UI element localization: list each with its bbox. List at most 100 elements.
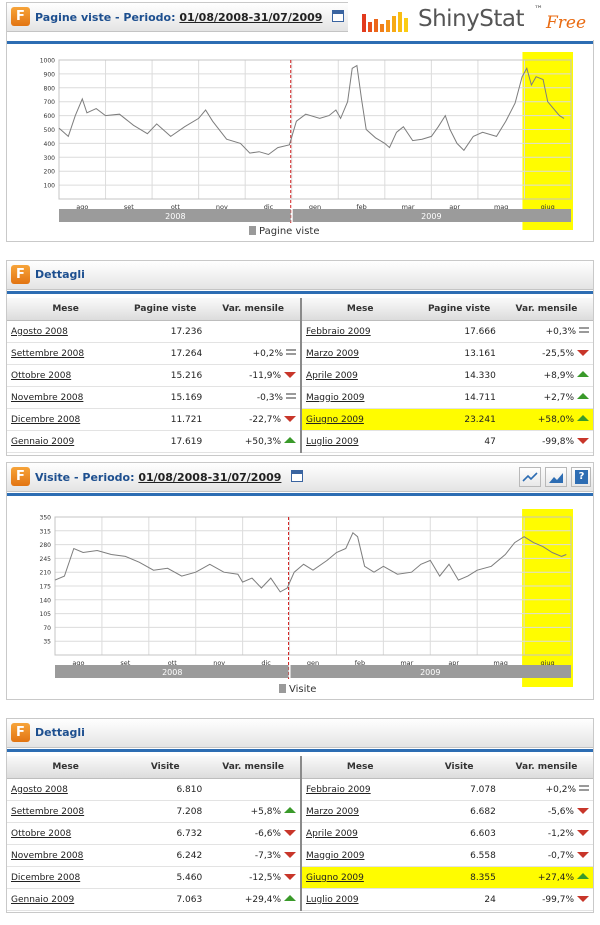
month-link[interactable]: Settembre 2008 [7,800,125,823]
variation-cell: -25,5% [499,342,593,365]
arrow-up-icon [577,872,589,879]
visits-series-line [54,531,567,593]
variation-value: -6,6% [254,828,281,839]
x-tick-label: mag [493,659,507,667]
x-tick-label: apr [448,659,459,667]
month-link[interactable]: Dicembre 2008 [7,408,125,431]
header-rule [7,493,593,496]
month-link[interactable]: Gennaio 2009 [7,888,125,911]
variation-cell: +2,7% [499,386,593,409]
value-cell: 6.603 [418,822,500,845]
y-tick-label: 280 [40,542,52,549]
period-range-link[interactable]: 01/08/2008-31/07/2009 [138,471,282,484]
month-link[interactable]: Giugno 2009 [302,408,419,431]
legend-swatch [249,226,256,235]
calendar-icon[interactable] [291,470,304,482]
y-tick-label: 800 [44,85,56,92]
table-header-row: Mese Visite Var. mensile [302,756,593,779]
area-chart-icon [549,473,563,483]
table-row: Aprile 2009 6.603 -1,2% [302,822,593,845]
column-header: Visite [124,756,207,779]
x-tick-label: mar [400,659,413,667]
variation-cell: -0,7% [499,844,593,867]
variation-value: -5,6% [547,806,574,817]
variation-value: +50,3% [244,436,281,447]
table-row: Gennaio 2009 7.063 +29,4% [7,888,300,911]
variation-cell: +5,8% [206,800,300,823]
variation-cell: +0,2% [206,342,300,365]
variation-cell: -99,8% [499,430,593,453]
line-chart-button[interactable] [519,467,541,487]
month-link[interactable]: Ottobre 2008 [7,822,125,845]
table-row: Dicembre 2008 11.721 -22,7% [7,408,300,431]
month-link[interactable]: Maggio 2009 [302,386,419,409]
pageviews-chart-panel: F Pagine viste - Periodo: 01/08/2008-31/… [6,2,594,242]
table-row: Ottobre 2008 15.216 -11,9% [7,364,300,387]
variation-value: -99,7% [542,894,574,905]
table-row: Febbraio 2009 17.666 +0,3% [302,320,593,343]
value-cell: 6.242 [124,844,207,867]
arrow-up-icon [284,806,296,813]
variation-cell: -6,6% [206,822,300,845]
variation-cell: -5,6% [499,800,593,823]
month-link[interactable]: Gennaio 2009 [7,430,125,453]
period-label: - Periodo: [73,471,135,484]
column-header: Mese [7,756,125,779]
month-link[interactable]: Settembre 2008 [7,342,125,365]
month-link[interactable]: Aprile 2009 [302,364,419,387]
value-cell: 24 [418,888,500,911]
month-link[interactable]: Luglio 2009 [302,430,419,453]
month-link[interactable]: Aprile 2009 [302,822,419,845]
table-row: Novembre 2008 15.169 -0,3% [7,386,300,409]
variation-cell: -22,7% [206,408,300,431]
month-link[interactable]: Ottobre 2008 [7,364,125,387]
help-button[interactable]: ? [571,467,591,487]
x-tick-label: set [124,203,134,211]
pageviews-title-text: Pagine viste [35,11,112,24]
plot-frame [58,59,572,200]
month-link[interactable]: Giugno 2009 [302,866,419,889]
month-link[interactable]: Novembre 2008 [7,386,125,409]
period-range-link[interactable]: 01/08/2008-31/07/2009 [179,11,323,24]
month-link[interactable]: Dicembre 2008 [7,866,125,889]
pageviews-panel-title: Pagine viste - Periodo: 01/08/2008-31/07… [35,10,345,24]
equal-icon [286,348,296,355]
y-tick-label: 105 [40,611,52,618]
x-tick-label: set [120,659,130,667]
line-chart-icon [522,472,538,482]
pageviews-details-panel: F Dettagli Mese Pagine viste Var. mensile A… [6,260,594,456]
variation-cell: +50,3% [206,430,300,453]
value-cell: 17.666 [418,320,500,343]
month-link[interactable]: Marzo 2009 [302,800,419,823]
month-link[interactable]: Agosto 2008 [7,778,125,801]
month-link[interactable]: Marzo 2009 [302,342,419,365]
table-row: Settembre 2008 17.264 +0,2% [7,342,300,365]
month-link[interactable]: Luglio 2009 [302,888,419,911]
month-link[interactable]: Maggio 2009 [302,844,419,867]
arrow-down-icon [284,371,296,378]
y-tick-label: 900 [44,71,56,78]
year-band-2008 [59,209,291,222]
pageviews-series-line [58,64,565,156]
x-tick-label: nov [216,203,228,211]
arrow-down-icon [284,851,296,858]
variation-value: -99,8% [542,436,574,447]
month-link[interactable]: Febbraio 2009 [302,320,419,343]
x-tick-label: mag [494,203,508,211]
month-link[interactable]: Febbraio 2009 [302,778,419,801]
shinystat-logo[interactable]: ShinyStat ™ Free [348,0,598,40]
variation-value: -22,7% [249,414,281,425]
header-rule [7,41,593,44]
arrow-down-icon [577,829,589,836]
calendar-icon[interactable] [332,10,345,22]
month-link[interactable]: Novembre 2008 [7,844,125,867]
month-link[interactable]: Agosto 2008 [7,320,125,343]
value-cell: 17.619 [124,430,207,453]
shinystat-f-icon: F [11,723,30,742]
y-tick-label: 140 [40,597,52,604]
column-header: Var. mensile [206,298,300,321]
y-tick-label: 315 [40,528,52,535]
value-cell: 14.330 [418,364,500,387]
area-chart-button[interactable] [545,467,567,487]
table-row: Agosto 2008 17.236 [7,320,300,343]
